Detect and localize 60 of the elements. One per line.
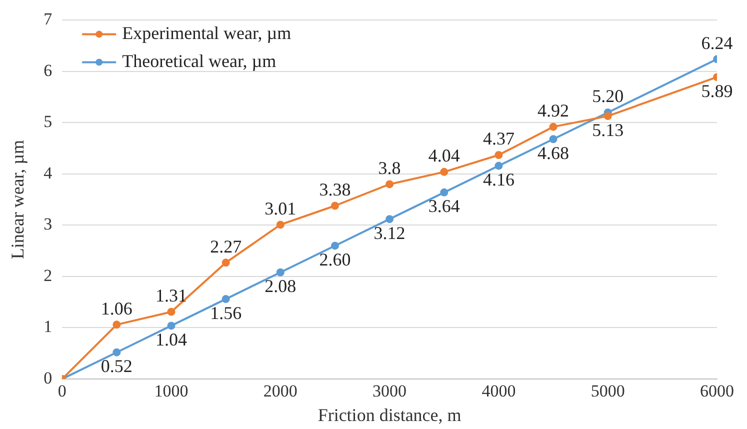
point (276, 220, 284, 229)
point (440, 168, 448, 176)
data-label: 1.31 (156, 286, 187, 306)
data-label: 4.04 (428, 146, 460, 166)
data-label: 4.37 (482, 128, 514, 149)
data-label: 2.08 (264, 276, 296, 296)
data-label: 4.68 (538, 142, 570, 163)
y-tick-label: 6 (44, 60, 52, 80)
data-label: 1.56 (210, 302, 242, 323)
point (167, 322, 176, 330)
x-tick-label: 6000 (700, 382, 734, 401)
legend-label: Theoretical wear, µm (122, 50, 276, 71)
data-label: 1.04 (156, 329, 187, 350)
point (167, 308, 176, 316)
point (549, 122, 558, 131)
y-axis-title: Linear wear, µm (8, 140, 28, 260)
point (386, 215, 394, 224)
data-label: 5.89 (701, 80, 733, 101)
data-label: 2.60 (319, 249, 351, 270)
point (549, 135, 558, 144)
point (330, 242, 339, 250)
x-axis-title: Friction distance, m (318, 404, 462, 425)
point (386, 180, 394, 188)
y-tick-label: 4 (44, 163, 53, 182)
x-tick-label: 4000 (482, 382, 516, 401)
point (494, 162, 503, 170)
point (330, 202, 339, 210)
data-label: 4.16 (482, 170, 514, 190)
data-label: 2.27 (210, 236, 242, 256)
y-tick-label: 2 (44, 266, 52, 285)
point (222, 295, 230, 304)
data-label: 5.20 (592, 86, 624, 106)
point (604, 112, 612, 120)
x-tick-label: 1000 (154, 382, 188, 401)
data-label: 3.64 (428, 196, 460, 216)
x-tick-label: 3000 (372, 382, 407, 401)
point (494, 151, 503, 160)
data-label: 6.24 (701, 32, 733, 53)
data-label: 3.8 (378, 158, 401, 178)
data-label: 5.13 (592, 120, 624, 140)
legend-label: Experimental wear, µm (122, 22, 292, 43)
data-label: 1.06 (100, 298, 132, 318)
point (112, 320, 121, 329)
point (276, 268, 284, 276)
point (222, 258, 230, 267)
y-tick-label: 5 (44, 112, 52, 132)
point (112, 348, 121, 356)
x-tick-label: 5000 (590, 382, 625, 401)
x-tick-label: 2000 (263, 382, 298, 401)
data-label: 3.01 (264, 198, 296, 218)
y-tick-label: 0 (44, 368, 52, 388)
data-label: 0.52 (100, 356, 132, 376)
data-label: 4.92 (538, 100, 570, 121)
point (440, 188, 448, 196)
y-tick-label: 1 (44, 317, 52, 336)
x-tick-label: 0 (58, 382, 66, 401)
y-tick-label: 7 (44, 10, 53, 29)
data-label: 3.12 (374, 222, 406, 243)
data-label: 3.38 (319, 179, 351, 200)
y-tick-label: 3 (44, 214, 52, 234)
